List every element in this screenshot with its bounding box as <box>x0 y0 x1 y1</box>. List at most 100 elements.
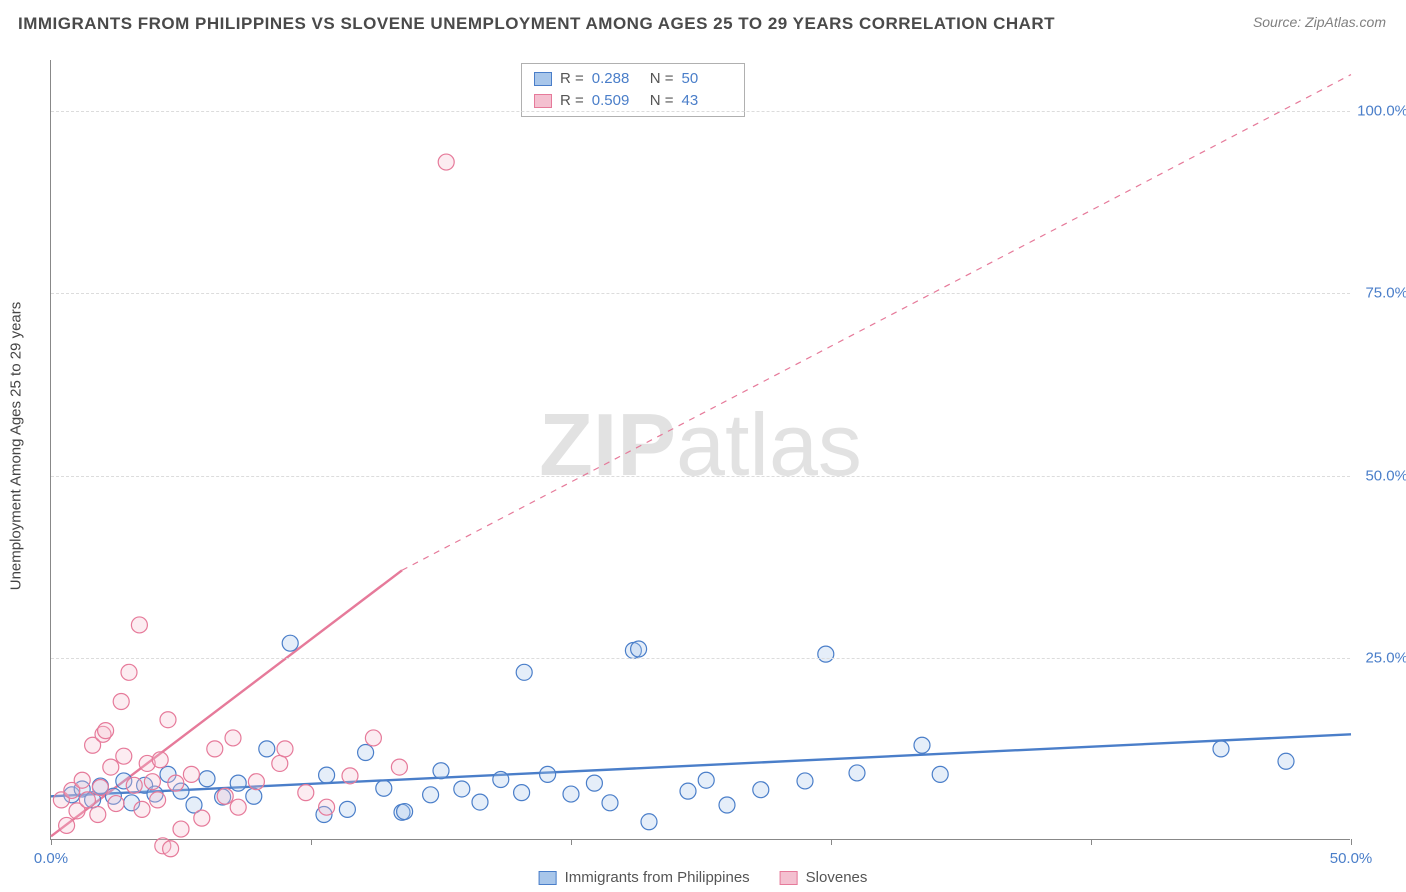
data-point <box>797 773 813 789</box>
data-point <box>423 787 439 803</box>
data-point <box>472 794 488 810</box>
data-point <box>248 774 264 790</box>
data-point <box>103 759 119 775</box>
data-point <box>277 741 293 757</box>
data-point <box>438 154 454 170</box>
data-point <box>514 785 530 801</box>
plot-area: ZIPatlas R = 0.288 N = 50 R = 0.509 N = … <box>50 60 1350 840</box>
data-point <box>168 775 184 791</box>
y-tick-label: 25.0% <box>1365 649 1406 666</box>
data-point <box>391 759 407 775</box>
data-point <box>113 693 129 709</box>
x-tick <box>311 839 312 845</box>
x-tick <box>1351 839 1352 845</box>
data-point <box>342 768 358 784</box>
data-point <box>230 799 246 815</box>
data-point <box>59 817 75 833</box>
x-tick-label: 50.0% <box>1330 850 1373 867</box>
data-point <box>272 755 288 771</box>
data-point <box>173 821 189 837</box>
data-point <box>282 635 298 651</box>
y-tick-label: 100.0% <box>1357 103 1406 120</box>
chart-title: IMMIGRANTS FROM PHILIPPINES VS SLOVENE U… <box>18 14 1055 34</box>
data-point <box>134 801 150 817</box>
data-point <box>90 806 106 822</box>
data-point <box>680 783 696 799</box>
data-point <box>230 775 246 791</box>
data-point <box>259 741 275 757</box>
data-point <box>126 777 142 793</box>
data-point <box>108 796 124 812</box>
data-point <box>753 782 769 798</box>
data-point <box>131 617 147 633</box>
data-point <box>217 788 233 804</box>
data-point <box>199 771 215 787</box>
data-point <box>358 745 374 761</box>
x-tick <box>1091 839 1092 845</box>
data-point <box>631 641 647 657</box>
data-point <box>365 730 381 746</box>
data-point <box>152 752 168 768</box>
data-point <box>150 792 166 808</box>
source-label: Source: ZipAtlas.com <box>1253 14 1386 30</box>
regression-line <box>402 75 1351 571</box>
scatter-svg <box>51 60 1350 839</box>
data-point <box>433 763 449 779</box>
data-point <box>183 766 199 782</box>
data-point <box>602 795 618 811</box>
data-point <box>397 804 413 820</box>
data-point <box>818 646 834 662</box>
gridline <box>51 293 1350 294</box>
data-point <box>932 766 948 782</box>
data-point <box>298 785 314 801</box>
x-tick <box>831 839 832 845</box>
data-point <box>540 766 556 782</box>
data-point <box>207 741 223 757</box>
x-tick <box>51 839 52 845</box>
y-tick-label: 50.0% <box>1365 467 1406 484</box>
data-point <box>98 723 114 739</box>
data-point <box>516 664 532 680</box>
data-point <box>376 780 392 796</box>
x-tick-label: 0.0% <box>34 850 68 867</box>
data-point <box>79 792 95 808</box>
y-axis-title: Unemployment Among Ages 25 to 29 years <box>8 302 25 591</box>
legend-item: Slovenes <box>780 869 868 886</box>
x-tick <box>571 839 572 845</box>
data-point <box>144 774 160 790</box>
data-point <box>194 810 210 826</box>
data-point <box>1213 741 1229 757</box>
gridline <box>51 476 1350 477</box>
legend-label: Slovenes <box>806 869 868 886</box>
data-point <box>121 664 137 680</box>
data-point <box>698 772 714 788</box>
legend-swatch-icon <box>780 871 798 885</box>
data-point <box>719 797 735 813</box>
data-point <box>914 737 930 753</box>
data-point <box>586 775 602 791</box>
data-point <box>1278 753 1294 769</box>
gridline <box>51 658 1350 659</box>
legend-item: Immigrants from Philippines <box>539 869 750 886</box>
data-point <box>163 841 179 857</box>
data-point <box>160 712 176 728</box>
data-point <box>493 771 509 787</box>
legend-swatch-icon <box>539 871 557 885</box>
chart-container: IMMIGRANTS FROM PHILIPPINES VS SLOVENE U… <box>0 0 1406 892</box>
data-point <box>92 780 108 796</box>
legend-label: Immigrants from Philippines <box>565 869 750 886</box>
data-point <box>339 801 355 817</box>
data-point <box>116 748 132 764</box>
data-point <box>319 799 335 815</box>
data-point <box>641 814 657 830</box>
data-point <box>563 786 579 802</box>
bottom-legend: Immigrants from Philippines Slovenes <box>539 869 868 886</box>
data-point <box>74 772 90 788</box>
data-point <box>225 730 241 746</box>
y-tick-label: 75.0% <box>1365 285 1406 302</box>
gridline <box>51 111 1350 112</box>
data-point <box>849 765 865 781</box>
data-point <box>454 781 470 797</box>
data-point <box>246 788 262 804</box>
data-point <box>319 767 335 783</box>
